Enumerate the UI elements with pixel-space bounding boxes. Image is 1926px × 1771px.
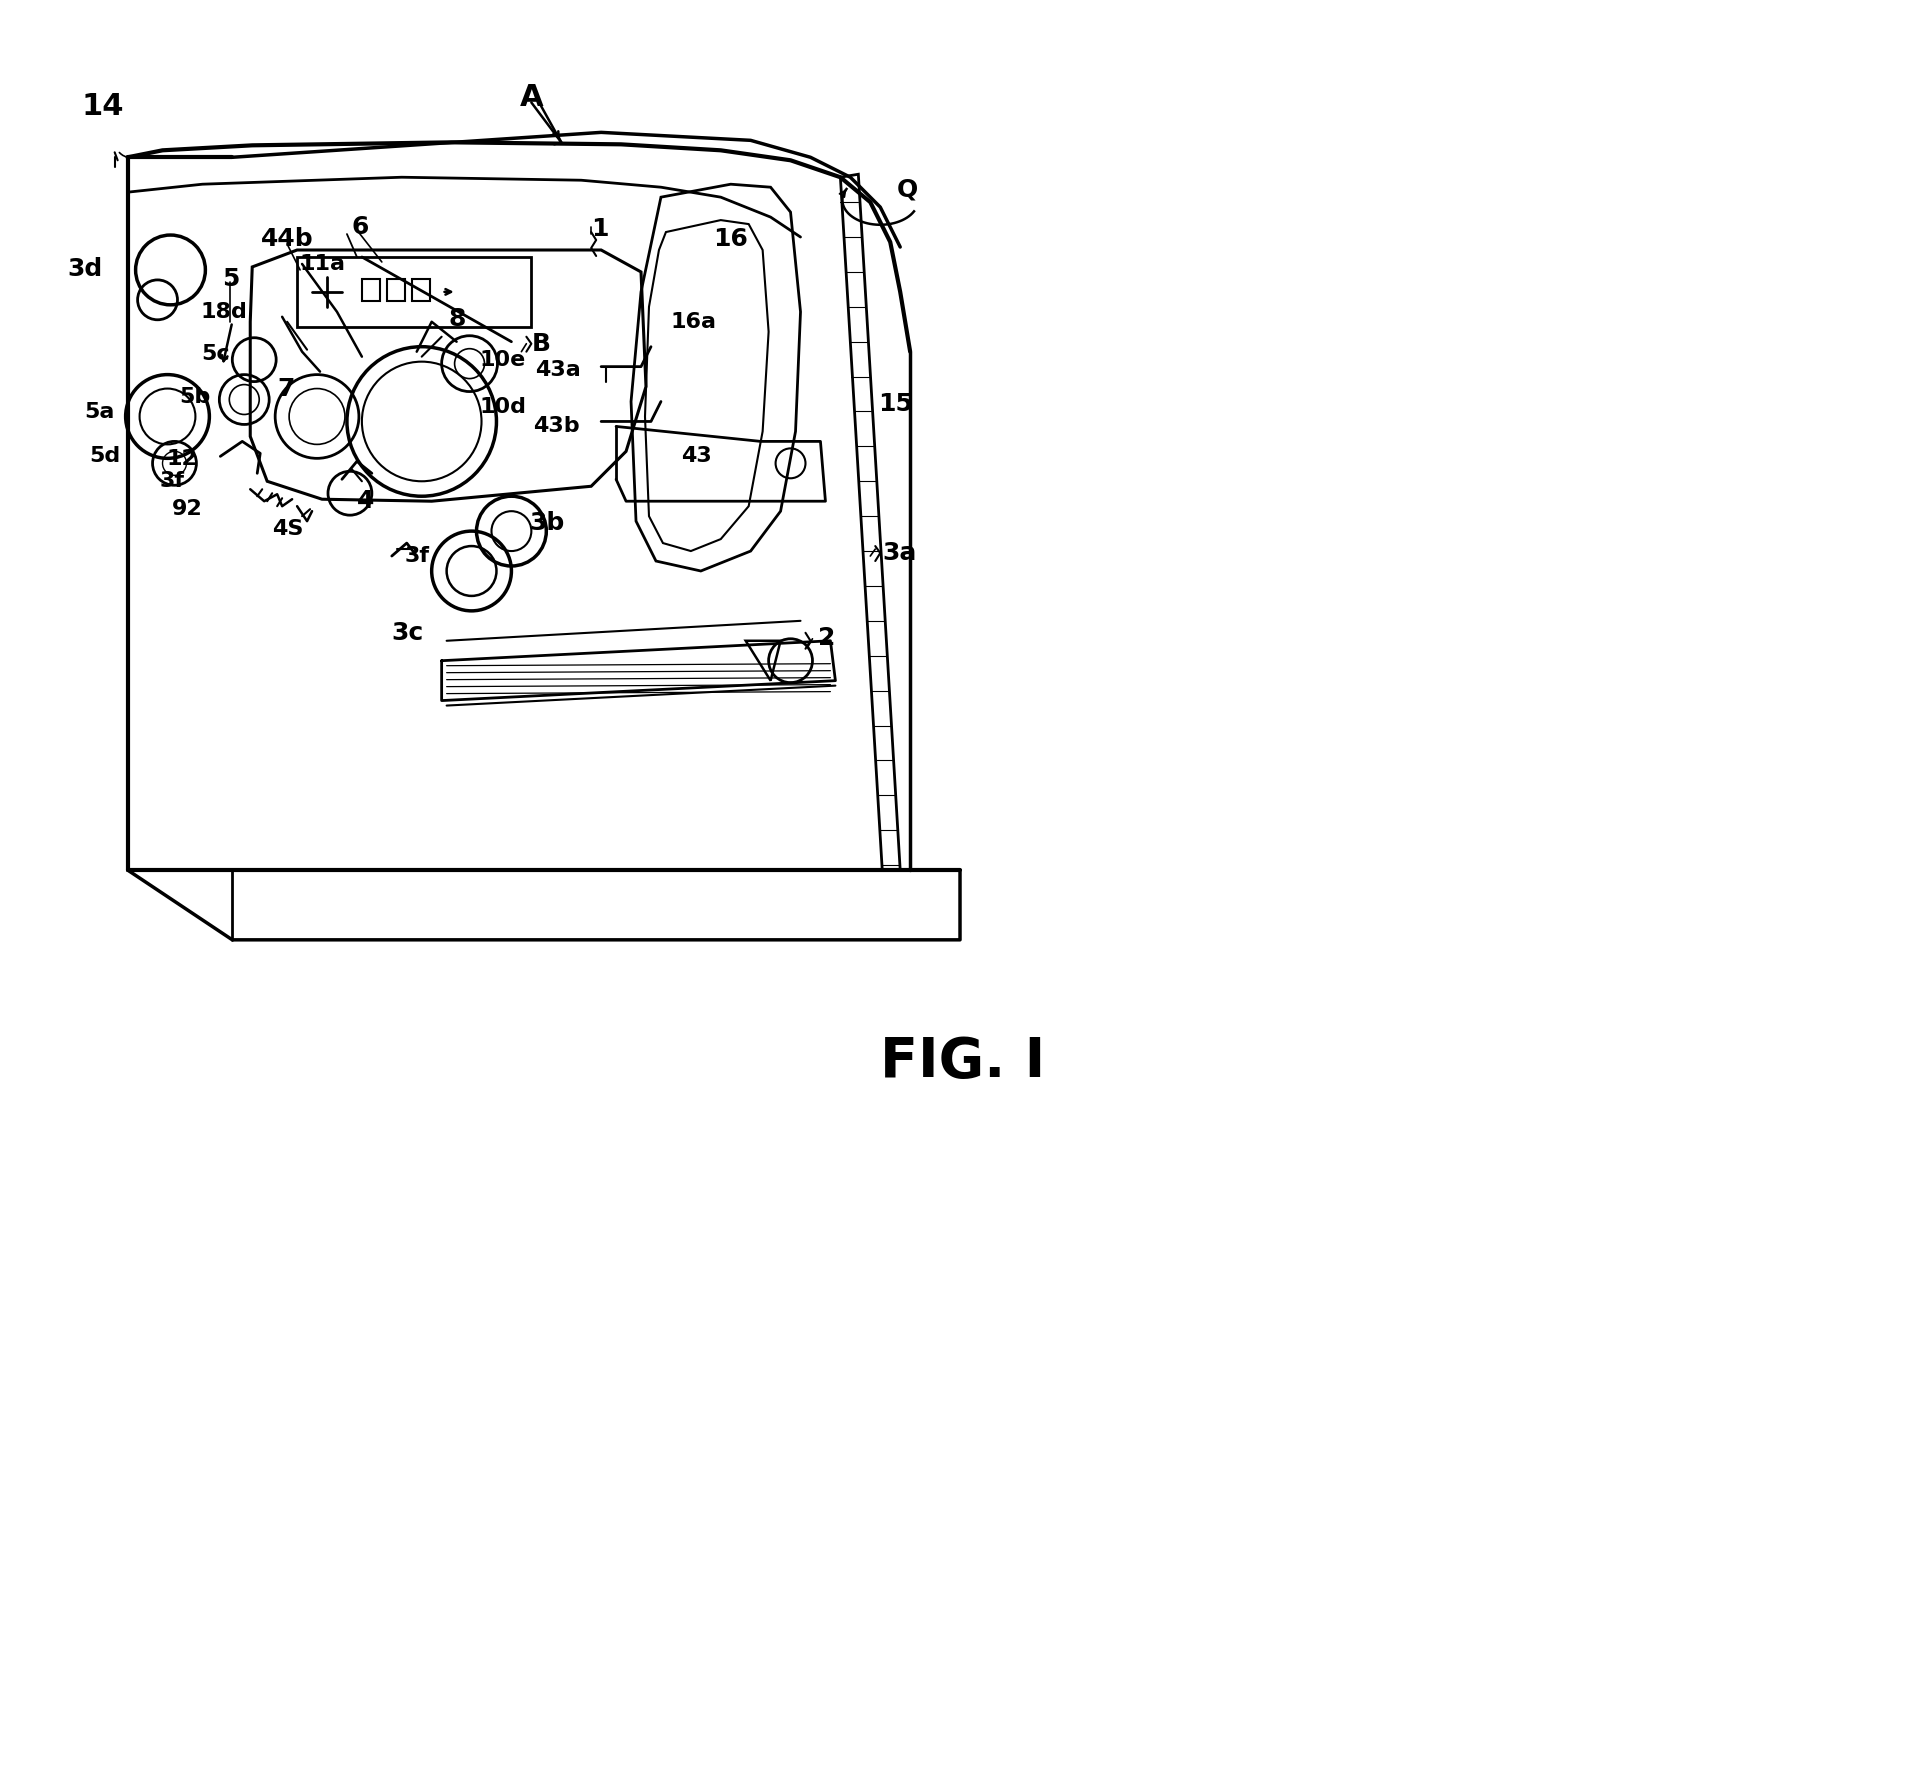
Text: 11a: 11a: [299, 253, 345, 275]
Text: 3a: 3a: [882, 542, 917, 565]
Text: Q: Q: [898, 177, 919, 202]
Text: A: A: [520, 83, 543, 112]
Text: 5: 5: [221, 267, 239, 290]
Text: 2: 2: [819, 625, 836, 650]
Text: 5a: 5a: [85, 402, 116, 421]
Text: 3c: 3c: [391, 622, 424, 645]
Text: 10d: 10d: [480, 397, 526, 416]
Text: 12: 12: [166, 450, 196, 469]
Text: 3f: 3f: [160, 471, 185, 491]
Text: 16a: 16a: [670, 312, 716, 331]
Text: 3b: 3b: [530, 512, 564, 535]
Text: 43b: 43b: [534, 416, 580, 436]
Bar: [362, 278, 379, 301]
Bar: [297, 257, 532, 328]
Text: 10e: 10e: [480, 349, 526, 370]
Text: 1: 1: [591, 218, 609, 241]
Text: 6: 6: [351, 214, 368, 239]
Text: 3f: 3f: [404, 545, 429, 567]
Text: 4S: 4S: [272, 519, 304, 538]
Text: 5b: 5b: [179, 386, 210, 407]
Text: 43a: 43a: [535, 360, 582, 379]
Text: 4: 4: [356, 489, 374, 514]
Text: 43: 43: [682, 446, 711, 466]
Bar: [387, 278, 404, 301]
Text: 8: 8: [449, 306, 466, 331]
Text: FIG. I: FIG. I: [880, 1034, 1046, 1089]
Text: 18d: 18d: [200, 301, 247, 322]
Text: 7: 7: [277, 377, 295, 400]
Text: B: B: [532, 331, 551, 356]
Text: 14: 14: [81, 92, 123, 122]
Text: 16: 16: [713, 227, 747, 251]
Text: 3d: 3d: [67, 257, 102, 282]
Text: 44b: 44b: [260, 227, 314, 251]
Text: 15: 15: [878, 391, 913, 416]
Text: 92: 92: [171, 499, 202, 519]
Text: 5c: 5c: [202, 344, 231, 363]
Bar: [412, 278, 429, 301]
Text: 5d: 5d: [89, 446, 121, 466]
